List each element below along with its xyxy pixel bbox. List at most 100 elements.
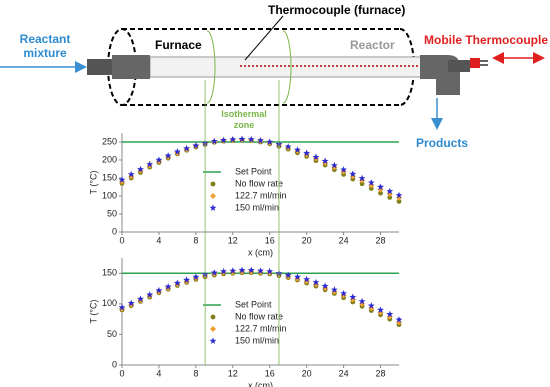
- y-tick-label: 0: [112, 359, 117, 369]
- data-point: [395, 191, 403, 199]
- data-point: [367, 302, 375, 309]
- data-point: [238, 266, 246, 274]
- data-point: [118, 176, 126, 183]
- x-tick-label: 28: [376, 368, 386, 378]
- zone-label: Isothermal zone: [221, 109, 267, 130]
- data-point: [229, 267, 237, 274]
- x-tick-label: 0: [119, 235, 124, 245]
- data-point: [340, 289, 347, 297]
- x-tick-label: 16: [265, 368, 275, 378]
- data-point: [137, 295, 144, 302]
- data-point: [378, 190, 383, 196]
- x-tick-label: 4: [156, 368, 161, 378]
- reactor-tube: [149, 56, 423, 78]
- data-point: [210, 137, 218, 145]
- legend-label: 150 ml/min: [235, 202, 279, 212]
- data-point: [247, 135, 255, 143]
- legend-swatch: [209, 337, 217, 344]
- data-point: [294, 273, 301, 280]
- data-point: [210, 269, 218, 276]
- data-point: [386, 310, 394, 318]
- data-point: [183, 276, 191, 283]
- data-point: [303, 275, 311, 283]
- y-tick-label: 250: [102, 136, 117, 146]
- data-point: [183, 144, 191, 152]
- x-tick-label: 28: [376, 235, 386, 245]
- y-axis-label: T (°C): [88, 171, 98, 195]
- x-axis-label: x (cm): [248, 247, 273, 257]
- data-point: [247, 266, 255, 274]
- y-tick-label: 0: [112, 226, 117, 236]
- data-point: [164, 283, 172, 290]
- x-tick-label: 24: [339, 235, 349, 245]
- legend-swatch: [210, 326, 216, 332]
- data-point: [238, 135, 246, 142]
- data-point: [146, 291, 154, 298]
- data-point: [174, 148, 181, 155]
- data-point: [229, 135, 237, 143]
- x-tick-label: 20: [302, 235, 312, 245]
- furnace-body: [122, 28, 400, 106]
- data-point: [127, 299, 135, 307]
- legend-label: Set Point: [235, 299, 272, 309]
- legend-swatch: [209, 204, 217, 211]
- data-point: [358, 174, 366, 182]
- furnace-label: Furnace: [155, 38, 202, 52]
- data-point: [220, 267, 227, 275]
- inlet-label: Reactant mixture: [19, 32, 71, 60]
- legend-label: 150 ml/min: [235, 335, 279, 345]
- pointer-line: [244, 15, 284, 61]
- data-point: [257, 137, 264, 144]
- legend-label: No flow rate: [235, 311, 283, 321]
- x-tick-label: 24: [339, 368, 349, 378]
- y-tick-label: 100: [102, 190, 117, 200]
- data-point: [321, 157, 329, 164]
- data-point: [358, 297, 366, 305]
- data-point: [303, 149, 311, 157]
- x-axis-label: x (cm): [248, 380, 273, 387]
- x-tick-label: 20: [302, 368, 312, 378]
- legend-label: Set Point: [235, 166, 272, 176]
- data-point: [192, 273, 200, 280]
- data-point: [127, 170, 135, 178]
- data-point: [386, 187, 394, 195]
- data-point: [349, 293, 357, 300]
- data-point: [359, 181, 365, 187]
- data-point: [220, 136, 227, 144]
- y-tick-label: 50: [107, 329, 117, 339]
- data-point: [174, 279, 181, 286]
- data-point: [330, 286, 338, 293]
- data-point: [155, 286, 163, 294]
- data-point: [284, 271, 292, 278]
- y-tick-label: 100: [102, 298, 117, 308]
- data-point: [137, 165, 144, 173]
- data-point: [396, 199, 402, 204]
- products-label: Products: [416, 136, 469, 150]
- x-tick-label: 8: [193, 235, 198, 245]
- data-point: [377, 306, 384, 313]
- x-tick-label: 12: [228, 368, 238, 378]
- data-point: [312, 278, 320, 286]
- fitting: [448, 60, 470, 72]
- data-point: [266, 267, 274, 275]
- legend-label: 122.7 ml/min: [235, 190, 287, 200]
- data-point: [192, 142, 200, 149]
- legend-swatch: [210, 193, 216, 199]
- data-point: [321, 282, 329, 289]
- legend-label: No flow rate: [235, 178, 283, 188]
- data-point: [377, 183, 384, 190]
- data-point: [146, 160, 154, 168]
- x-tick-label: 12: [228, 235, 238, 245]
- data-point: [257, 267, 264, 274]
- fitting: [87, 59, 112, 75]
- data-point: [266, 138, 274, 145]
- x-tick-label: 4: [156, 235, 161, 245]
- x-tick-label: 16: [265, 235, 275, 245]
- data-point: [349, 170, 357, 177]
- y-tick-label: 150: [102, 172, 117, 182]
- fitting: [112, 55, 150, 79]
- data-point: [330, 161, 338, 169]
- y-tick-label: 200: [102, 154, 117, 164]
- thermocouple-plug: [470, 58, 480, 68]
